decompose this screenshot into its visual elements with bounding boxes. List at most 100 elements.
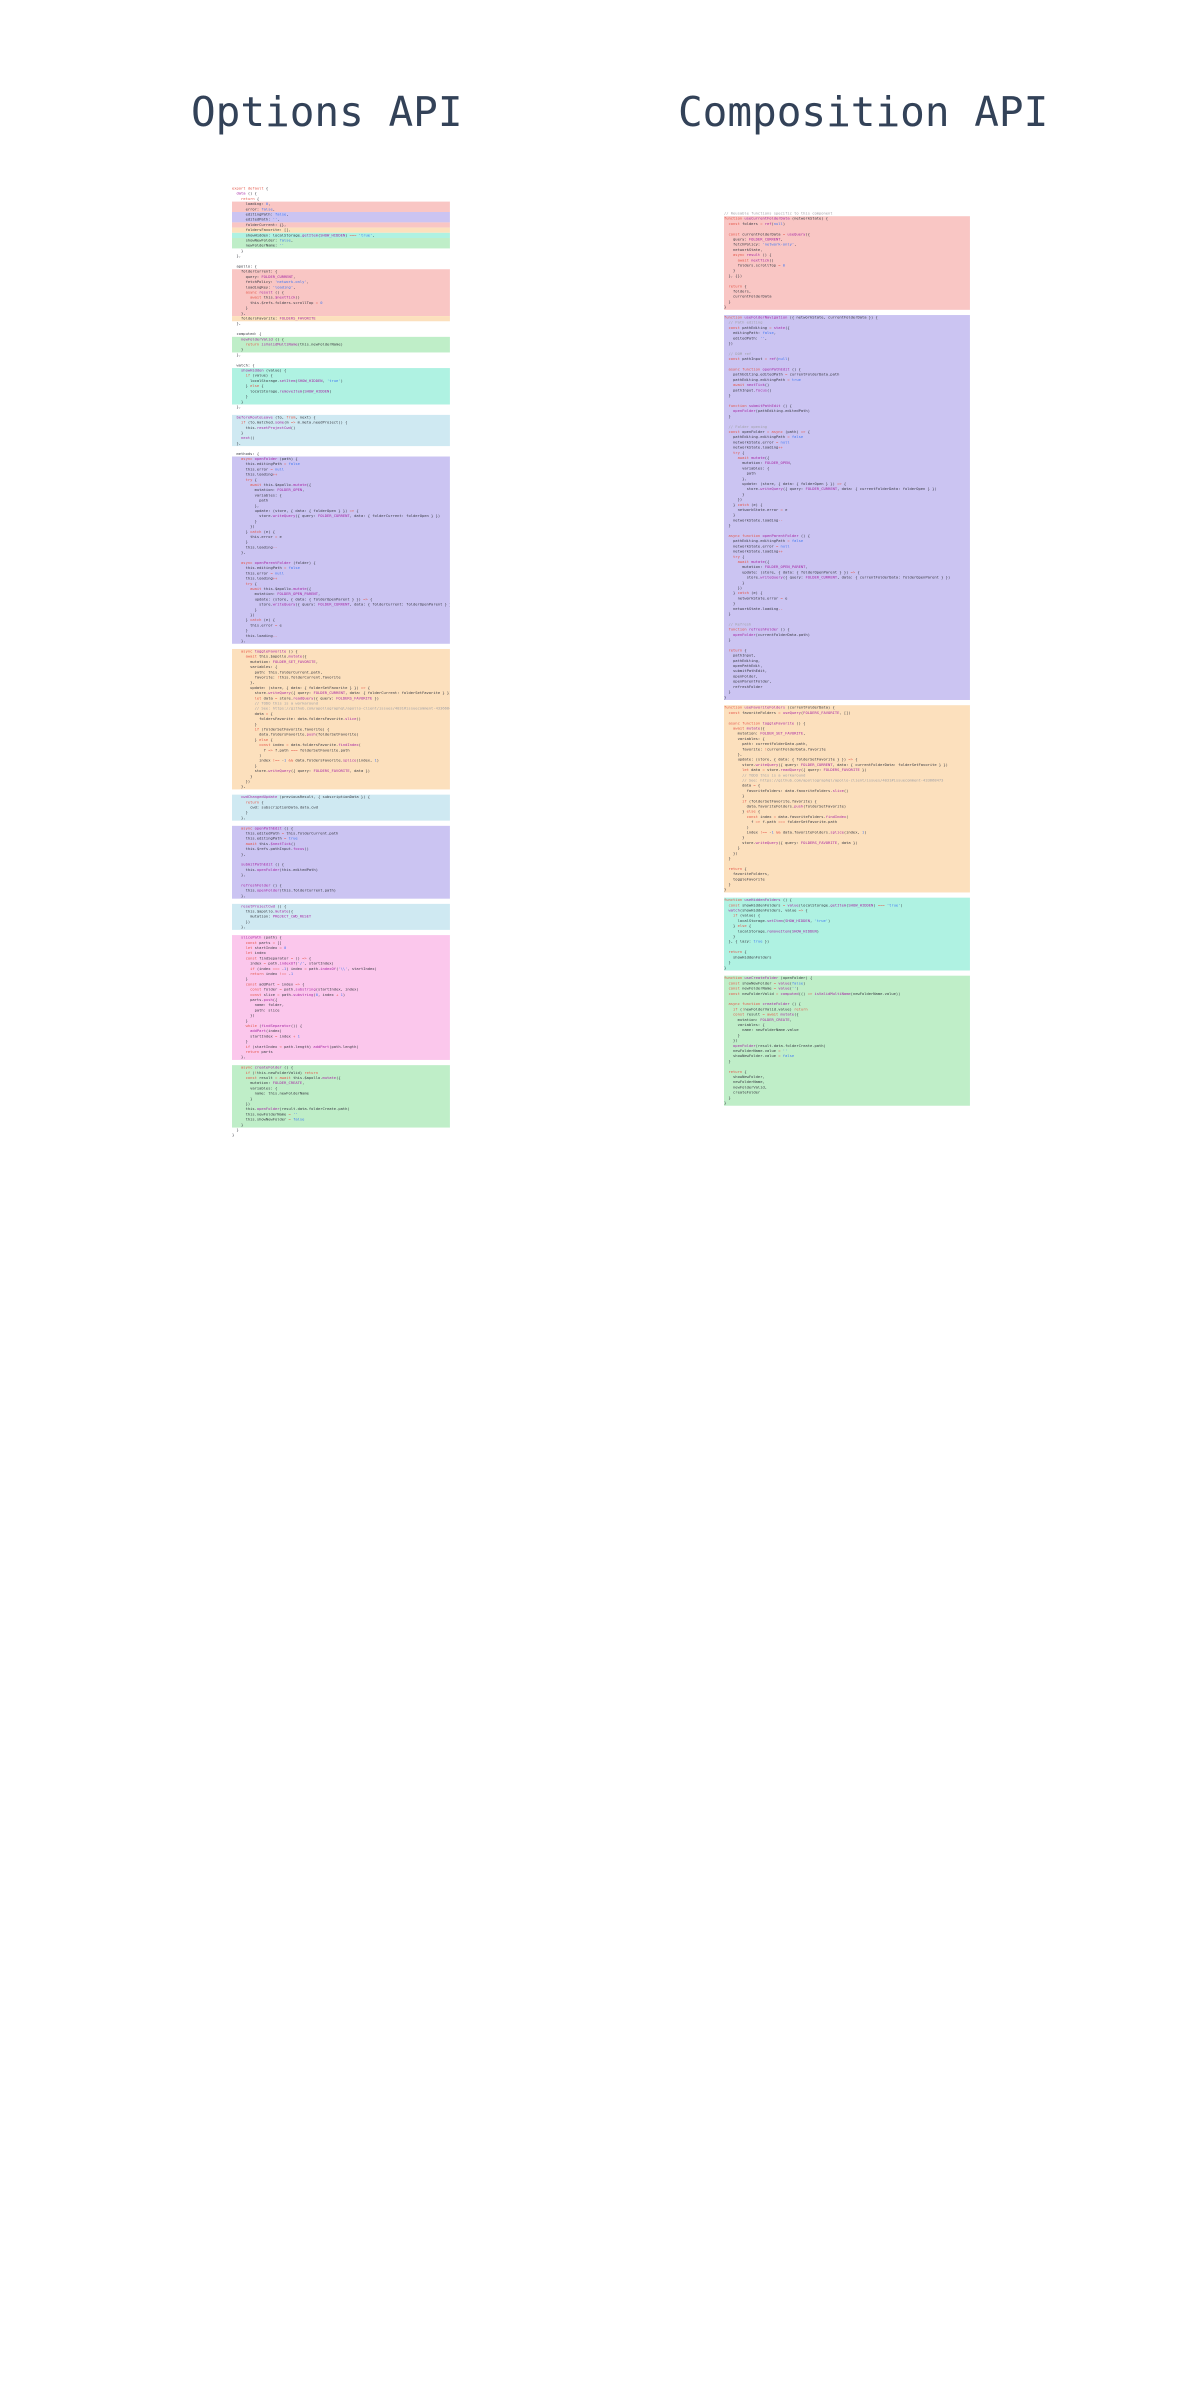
code-line: } [724,580,745,585]
code-line: } [724,887,727,892]
code-line: } [724,304,727,310]
code-line: // Reusable functions specific to this c… [724,211,833,216]
code-segment: }} [232,1128,450,1138]
code-line: cwd: subscriptionData.data.cwd [232,805,318,810]
code-line: export default { [232,186,269,191]
code-line: } [724,689,731,695]
code-segment: async toggleFavorite () { await this.$ap… [232,648,450,790]
code-line: openFolder, [724,674,758,679]
code-line: pathEditing.editedPath = currentFolderDa… [724,372,840,377]
code-line: this.openFolder(this.folderCurrent.path) [232,888,337,893]
code-line: } [232,1127,239,1133]
code-line: update: (store, { data: { folderSetFavor… [724,757,858,762]
code-line: } [232,976,248,982]
code-line: favoriteFolders: data.favoriteFolders.sl… [724,788,849,794]
code-line: // Folder opening [728,424,767,429]
code-line: apollo: { [232,264,257,269]
code-line: showHiddenFolders [724,955,772,960]
code-line: createFolder [724,1090,761,1095]
code-line: if (folderSetFavorite.favorite) { [742,799,817,804]
code-line: pathInput, [724,653,756,658]
code-line: submitPathEdit () { [241,862,285,867]
code-line: } [232,248,244,254]
code-line: const index = data.favoriteFolders.findI… [746,814,849,820]
code-line: if (startIndex < path.length) addPart(pa… [245,1044,359,1049]
options-api-title: Options API [191,88,463,136]
code-line: query: FOLDER_CURRENT, [724,237,783,242]
code-line: function useHiddenFolders () { [724,897,792,903]
code-line: try { [733,450,745,455]
code-line: function useCreateFolder (openFolder) { [724,975,813,981]
code-line: name: folder, [232,1003,285,1008]
code-line: return parts [245,1049,273,1055]
code-line: const currentFolderData = useQuery({ [728,232,810,237]
code-line: try { [245,477,257,482]
code-segment: beforeRouteLeave (to, from, next) { if (… [232,414,450,447]
code-line: } [232,774,253,779]
code-line: addPart(index) [250,1029,282,1034]
code-segment: showHidden (value) { if (value) { localS… [232,368,450,405]
code-segment: showNewFolder: false, newFolderName: '' [232,238,450,249]
code-line: // See: https://github.com/apollographql… [742,778,944,783]
code-segment: function useFolderNavigation ({ networkS… [724,315,970,700]
code-segment: function useCreateFolder (openFolder) { … [724,975,970,1106]
code-line: networkState, [724,247,763,253]
code-segment: }, computed: { [232,321,450,337]
code-line: } [724,268,736,273]
code-line: mutation: FOLDER_SET_FAVORITE, [724,731,806,736]
code-line: this.loading-- [232,633,278,638]
code-line: update: (store, { data: { folderOpen } }… [232,508,359,514]
code-line: return isValidMultiName(this.newFolderNa… [245,342,343,347]
code-line: }) [232,1101,251,1107]
code-line: this.error = e [232,534,282,540]
code-line: await this.$apollo.mutate({ [250,482,312,488]
code-line: }, [232,352,242,358]
code-line: foldersFavorite: data.foldersFavorite.sl… [232,716,361,722]
code-line: mutation: FOLDER_OPEN, [724,460,792,466]
code-line: this.openFolder(this.editedPath) [232,867,318,873]
code-line: store.writeQuery({ query: FOLDER_CURRENT… [724,762,948,768]
code-line: networkState.error = e [724,507,788,513]
code-segment: newFolderValid () { return isValidMultiN… [232,336,450,353]
code-line: openPathEdit, [724,663,763,669]
code-line: this.error = null [232,467,285,472]
code-line: showNewFolder.value = false [724,1054,795,1059]
code-line: } [724,523,731,528]
code-line: networkState.loading-- [724,518,783,523]
code-line: localStorage.setItem(SHOW_HIDDEN, 'true'… [232,378,343,384]
code-line: this.editedPath = this.folderCurrent.pat… [232,831,339,836]
code-segment: resetProjectCwd () { this.$apollo.mutate… [232,903,450,930]
code-segment: function useFavoriteFolders (currentFold… [724,705,970,893]
code-line: return { [245,800,264,805]
code-line: }, [232,321,242,326]
code-segment: async createFolder () { if (!this.newFol… [232,1065,450,1128]
code-segment: editingPath: false, editedPath: '', [232,212,450,223]
code-line: function refreshFolder () { [728,627,790,632]
code-line: this.loading++ [232,472,278,477]
code-line: editingPath: false, [232,212,289,217]
code-line: await this.$apollo.mutate({ [250,586,312,592]
code-segment: folderCurrent: {}, [232,222,450,228]
code-line: variables: { [724,466,770,471]
code-segment: folderCurrent: { query: FOLDER_CURRENT, … [232,269,450,317]
code-line: const pathEditing = state({ [728,325,790,331]
code-line: }, [232,441,242,446]
code-line: path: slice [232,1008,280,1013]
code-line: const findSeparator = () => { [245,956,312,961]
code-segment: foldersFavorite: [], [232,227,450,233]
code-line: pathInput.focus() [724,388,772,393]
code-line: methods: { [232,451,260,456]
code-line: editedPath: '', [724,336,767,341]
code-line: } [724,299,731,305]
code-line: } [232,305,248,311]
code-line: openFolder(pathEditing.editedPath) [733,408,810,414]
code-line: } catch (e) { [724,591,763,596]
code-line: } [232,1096,253,1101]
code-line: fetchPolicy: 'network-only', [232,279,309,285]
code-line: // Path editing [728,320,763,325]
code-line: }) [232,919,251,925]
code-line: pathEditing.editingPath = true [724,377,801,383]
code-line: slicePath (path) { [241,935,282,940]
code-line: if (index === -1) index = path.indexOf('… [250,966,377,971]
code-line: const result = await mutate({ [733,1012,799,1017]
